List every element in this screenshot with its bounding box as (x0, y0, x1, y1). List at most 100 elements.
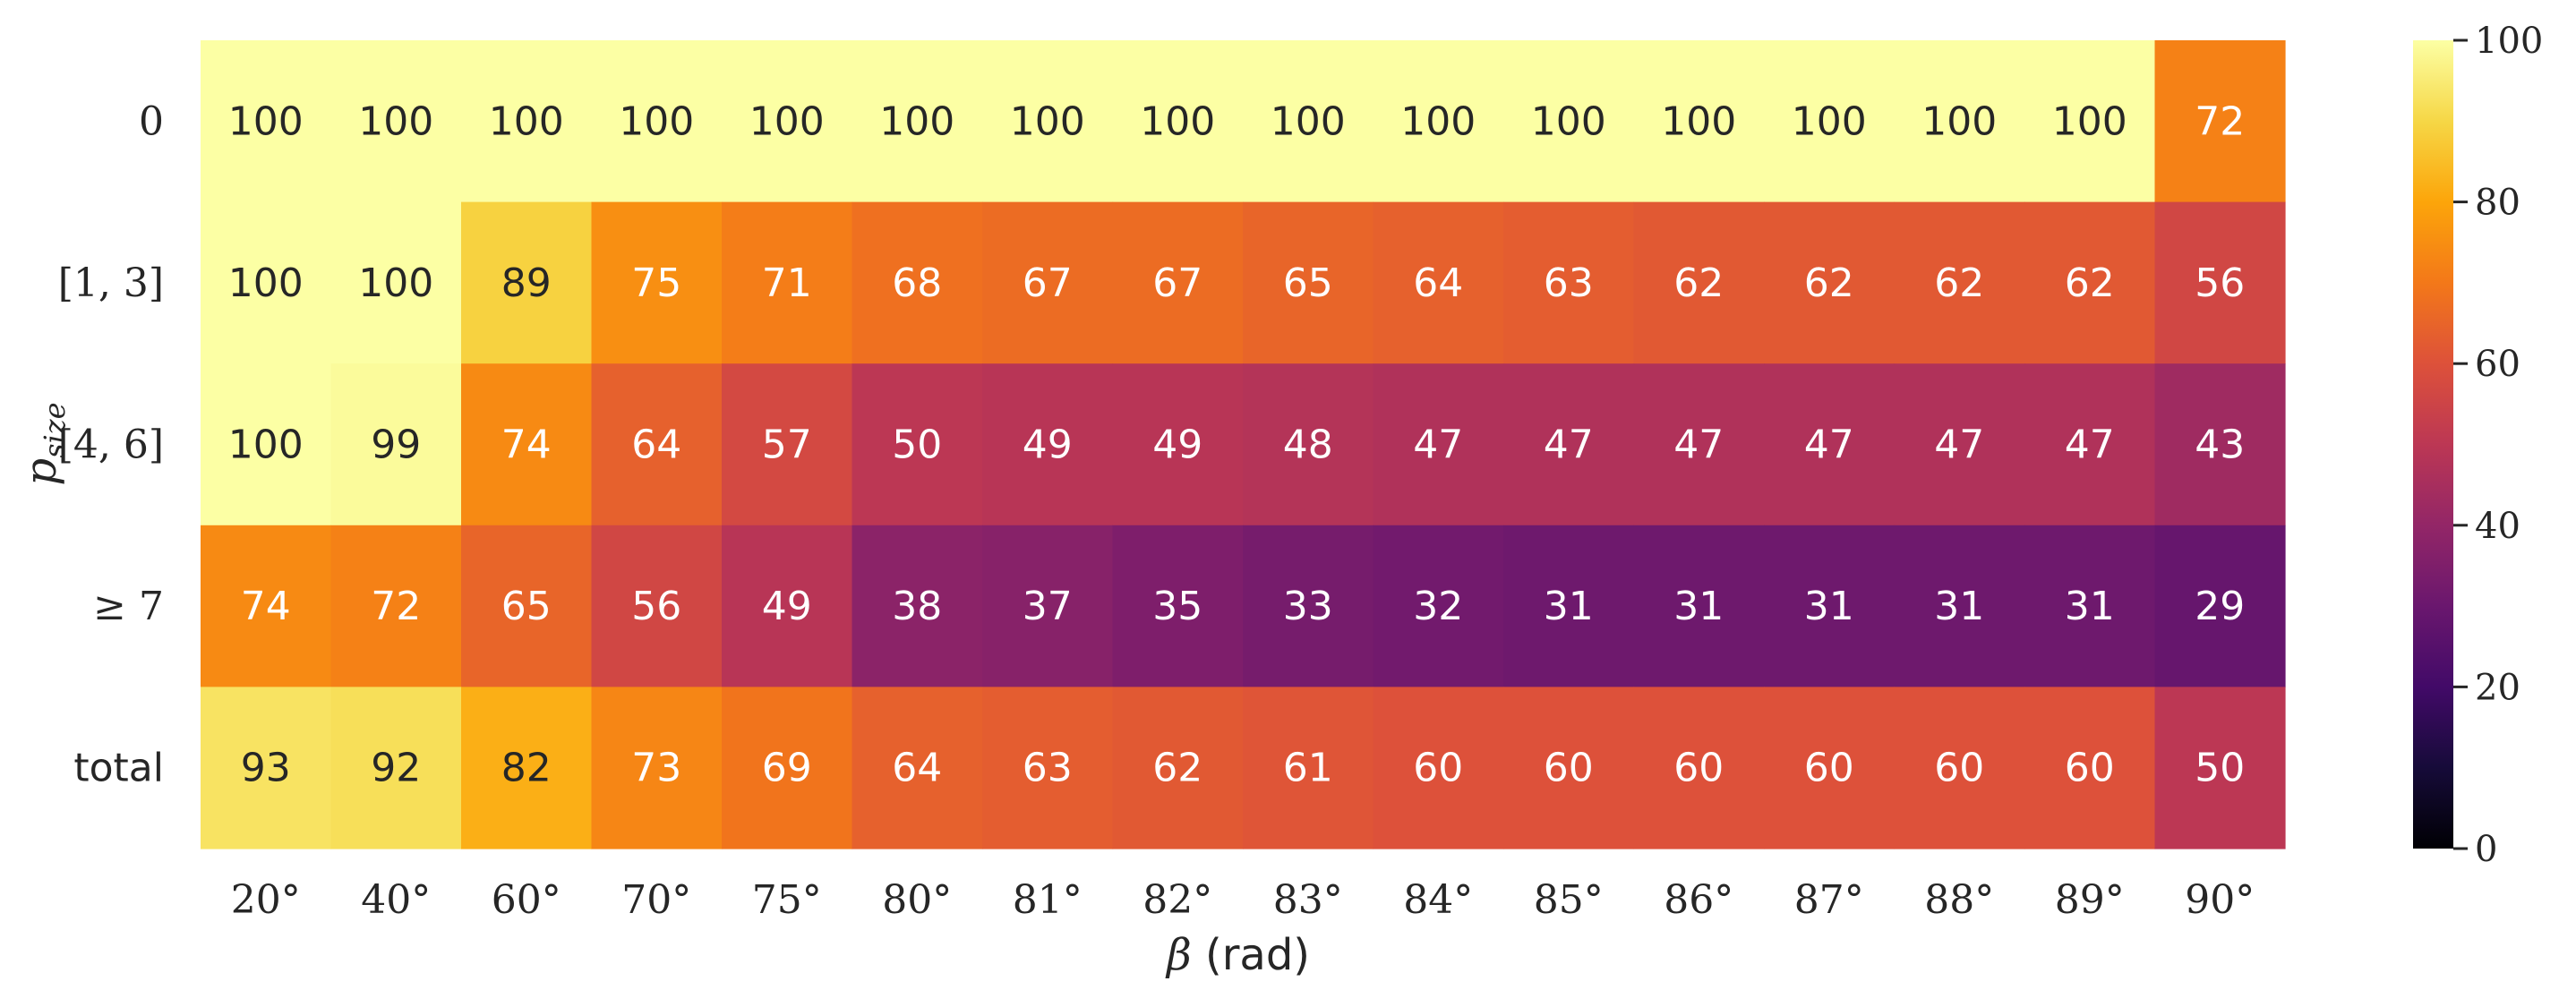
heatmap-cell (852, 687, 983, 849)
heatmap-cell (1503, 201, 1635, 364)
cell-value-label: 38 (892, 584, 942, 629)
cell-value-label: 37 (1023, 584, 1073, 629)
x-tick-labels: 20° 40° 60° 70° 75° 80° 81° 82° 83° 84° 85° 86° 87° 8… (231, 877, 2255, 923)
heatmap-cell (461, 201, 593, 364)
cell-value-label: 67 (1023, 260, 1073, 306)
heatmap-cell (1894, 687, 2025, 849)
heatmap-cell (722, 525, 853, 687)
heatmap-cells: 100 100 100 100 100 100 100 100 100 100 100 100 100 1… (201, 40, 2286, 849)
cell-value-label: 47 (1934, 422, 1984, 468)
heatmap-cell (2154, 687, 2286, 849)
heatmap-cell (1764, 40, 1896, 203)
heatmap-cell (1894, 525, 2025, 687)
heatmap-cell (461, 363, 593, 526)
cell-value-label: 74 (501, 422, 552, 468)
x-tick-label: 86° (1664, 877, 1733, 923)
colorbar-tick-label: 0 (2475, 829, 2497, 870)
heatmap-cell (591, 525, 723, 687)
heatmap-cell (852, 363, 983, 526)
colorbar: 0 20 40 60 80 100 (2413, 21, 2543, 870)
x-tick-label: 60° (492, 877, 561, 923)
heatmap-cell (1894, 201, 2025, 364)
heatmap-cell (1633, 525, 1765, 687)
heatmap-cell (2024, 363, 2156, 526)
x-tick-label: 40° (361, 877, 431, 923)
y-tick-label: total (73, 746, 164, 791)
cell-value-label: 100 (1140, 98, 1215, 144)
cell-value-label: 43 (2195, 422, 2245, 468)
heatmap-cell (201, 363, 332, 526)
x-tick-label: 85° (1534, 877, 1604, 923)
heatmap-cell (2154, 201, 2286, 364)
heatmap-cell (1503, 525, 1635, 687)
cell-value-label: 49 (762, 584, 812, 629)
heatmap-cell (722, 201, 853, 364)
cell-value-label: 31 (1673, 584, 1724, 629)
cell-value-label: 89 (501, 260, 552, 306)
cell-value-label: 73 (631, 746, 681, 791)
cell-value-label: 62 (1804, 260, 1854, 306)
heatmap-cell (1112, 40, 1244, 203)
cell-value-label: 62 (2065, 260, 2115, 306)
cell-value-label: 60 (2065, 746, 2115, 791)
heatmap-cell (461, 40, 593, 203)
heatmap-cell (2024, 40, 2156, 203)
heatmap-cell (2154, 363, 2286, 526)
cell-value-label: 56 (631, 584, 681, 629)
cell-value-label: 64 (892, 746, 942, 791)
y-tick-label: [1, 3] (58, 260, 164, 306)
heatmap-cell (461, 687, 593, 849)
heatmap-cell (1894, 40, 2025, 203)
cell-value-label: 63 (1023, 746, 1073, 791)
cell-value-label: 50 (892, 422, 942, 468)
heatmap-cell (722, 363, 853, 526)
cell-value-label: 47 (1804, 422, 1854, 468)
cell-value-label: 56 (2195, 260, 2245, 306)
x-tick-label: 81° (1013, 877, 1083, 923)
heatmap-cell (1503, 687, 1635, 849)
heatmap-cell (1112, 201, 1244, 364)
cell-value-label: 33 (1283, 584, 1333, 629)
cell-value-label: 100 (879, 98, 954, 144)
heatmap-cell (1894, 363, 2025, 526)
heatmap-cell (2024, 687, 2156, 849)
cell-value-label: 99 (371, 422, 421, 468)
cell-value-label: 63 (1544, 260, 1594, 306)
cell-value-label: 100 (1792, 98, 1867, 144)
heatmap-cell (1373, 40, 1504, 203)
cell-value-label: 60 (1804, 746, 1854, 791)
heatmap-cell (1764, 363, 1896, 526)
cell-value-label: 31 (1934, 584, 1984, 629)
cell-value-label: 65 (1283, 260, 1333, 306)
heatmap-cell (1764, 687, 1896, 849)
heatmap-cell (201, 201, 332, 364)
cell-value-label: 47 (1673, 422, 1724, 468)
cell-value-label: 64 (1413, 260, 1463, 306)
heatmap-cell (1764, 201, 1896, 364)
cell-value-label: 74 (241, 584, 291, 629)
cell-value-label: 47 (1413, 422, 1463, 468)
heatmap-cell (982, 363, 1114, 526)
heatmap-cell (1373, 525, 1504, 687)
x-axis-label: β (rad) (1165, 930, 1310, 980)
heatmap-cell (1764, 525, 1896, 687)
cell-value-label: 100 (749, 98, 825, 144)
heatmap-cell (852, 525, 983, 687)
cell-value-label: 31 (2065, 584, 2115, 629)
cell-value-label: 75 (631, 260, 681, 306)
cell-value-label: 100 (358, 98, 433, 144)
heatmap-cell (982, 687, 1114, 849)
heatmap-cell (1633, 363, 1765, 526)
x-tick-label: 82° (1143, 877, 1212, 923)
cell-value-label: 100 (1661, 98, 1736, 144)
cell-value-label: 64 (631, 422, 681, 468)
x-tick-label: 83° (1273, 877, 1343, 923)
heatmap-cell (330, 687, 462, 849)
heatmap-cell (2154, 40, 2286, 203)
heatmap-cell (1243, 363, 1374, 526)
cell-value-label: 62 (1152, 746, 1202, 791)
cell-value-label: 72 (371, 584, 421, 629)
heatmap-cell (330, 40, 462, 203)
heatmap-cell (1112, 687, 1244, 849)
